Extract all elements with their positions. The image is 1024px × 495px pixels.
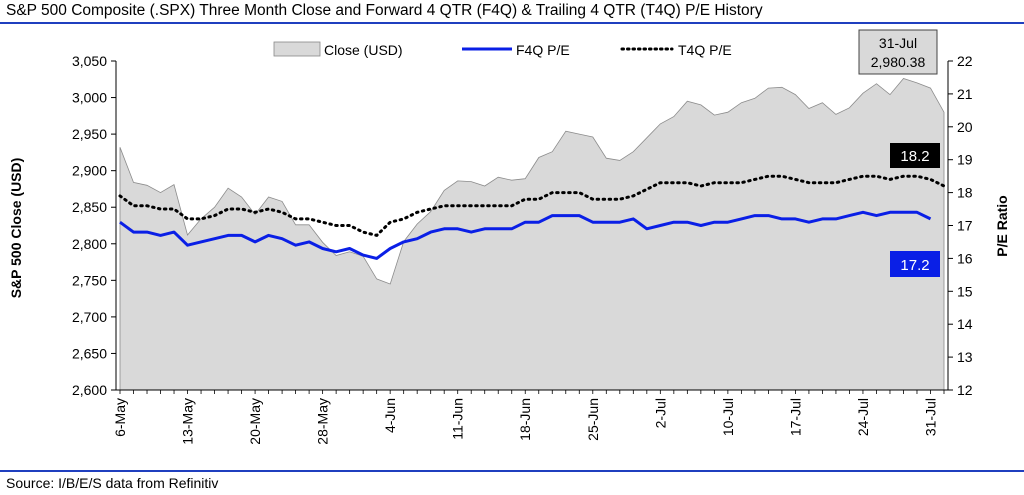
y2-tick-label: 15: [957, 283, 973, 299]
y2-tick-label: 21: [957, 86, 973, 102]
x-tick-label: 10-Jul: [720, 398, 736, 436]
y-axis-label: S&P 500 Close (USD): [8, 158, 24, 299]
y-tick-label: 2,800: [72, 236, 107, 252]
x-tick-label: 31-Jul: [922, 398, 938, 436]
y2-tick-label: 12: [957, 382, 973, 398]
y2-tick-label: 16: [957, 250, 973, 266]
f4q-last-value: 17.2: [900, 257, 929, 274]
y-tick-label: 2,900: [72, 163, 107, 179]
y-tick-label: 3,050: [72, 53, 107, 69]
legend-label-close: Close (USD): [324, 42, 403, 58]
y2-tick-label: 14: [957, 316, 973, 332]
close-callout-box: [858, 29, 938, 75]
y-tick-label: 2,650: [72, 345, 107, 361]
source-rule: [0, 470, 1024, 472]
x-tick-label: 6-May: [112, 398, 128, 437]
y-tick-label: 2,850: [72, 199, 107, 215]
y-tick-label: 3,000: [72, 90, 107, 106]
t4q-last-box: [890, 143, 940, 168]
y-tick-label: 2,700: [72, 309, 107, 325]
f4q-last-callout: 17.2: [890, 251, 940, 277]
x-tick-label: 17-Jul: [787, 398, 803, 436]
y-tick-label: 2,950: [72, 126, 107, 142]
x-tick-label: 13-May: [180, 398, 196, 445]
legend-swatch-close: [273, 41, 321, 57]
y2-tick-label: 19: [957, 152, 973, 168]
y2-tick-label: 18: [957, 185, 973, 201]
y2-tick-label: 20: [957, 119, 973, 135]
series-f4q-line: [119, 210, 932, 260]
x-tick-label: 11-Jun: [450, 398, 466, 440]
close-callout-date: 31-Jul: [879, 35, 917, 51]
source-note: Source: I/B/E/S data from Refinitiv: [6, 475, 219, 491]
x-tick-label: 24-Jul: [855, 398, 871, 436]
tick-labels-layer: 2,600 2,650 2,700 2,750 2,800 2,850 2,900 2,950…: [72, 53, 973, 445]
x-tick-label: 20-May: [247, 398, 263, 445]
series-t4q-line: [118, 174, 946, 238]
chart: 2,600 2,650 2,700 2,750 2,800 2,850 2,900 2,950…: [8, 29, 1010, 445]
legend-label-t4q: T4Q P/E: [678, 42, 732, 58]
x-tick-label: 4-Jun: [382, 398, 398, 433]
title-rule: [0, 22, 1024, 24]
close-area-layer: [119, 78, 945, 391]
legend: Close (USD) F4Q P/E T4Q P/E: [273, 41, 732, 58]
f4q-last-box: [890, 251, 940, 277]
x-tick-label: 18-Jun: [517, 398, 533, 441]
t4q-last-value: 18.2: [900, 148, 929, 165]
close-callout: 31-Jul 2,980.38: [858, 29, 938, 75]
x-tick-label: 28-May: [315, 398, 331, 445]
pe-lines-layer: [118, 174, 946, 260]
y2-tick-label: 22: [957, 53, 973, 69]
y2-tick-label: 17: [957, 218, 973, 234]
axes-layer: [111, 60, 953, 394]
legend-label-f4q: F4Q P/E: [516, 42, 570, 58]
close-callout-value: 2,980.38: [871, 54, 926, 70]
y-tick-label: 2,750: [72, 272, 107, 288]
y-tick-label: 2,600: [72, 382, 107, 398]
y2-axis-label: P/E Ratio: [994, 195, 1010, 256]
t4q-last-callout: 18.2: [890, 143, 940, 168]
x-tick-label: 25-Jun: [585, 398, 601, 441]
y2-tick-label: 13: [957, 349, 973, 365]
series-close-area: [119, 78, 945, 391]
chart-title: S&P 500 Composite (.SPX) Three Month Clo…: [6, 2, 763, 19]
x-tick-label: 2-Jul: [652, 398, 668, 428]
